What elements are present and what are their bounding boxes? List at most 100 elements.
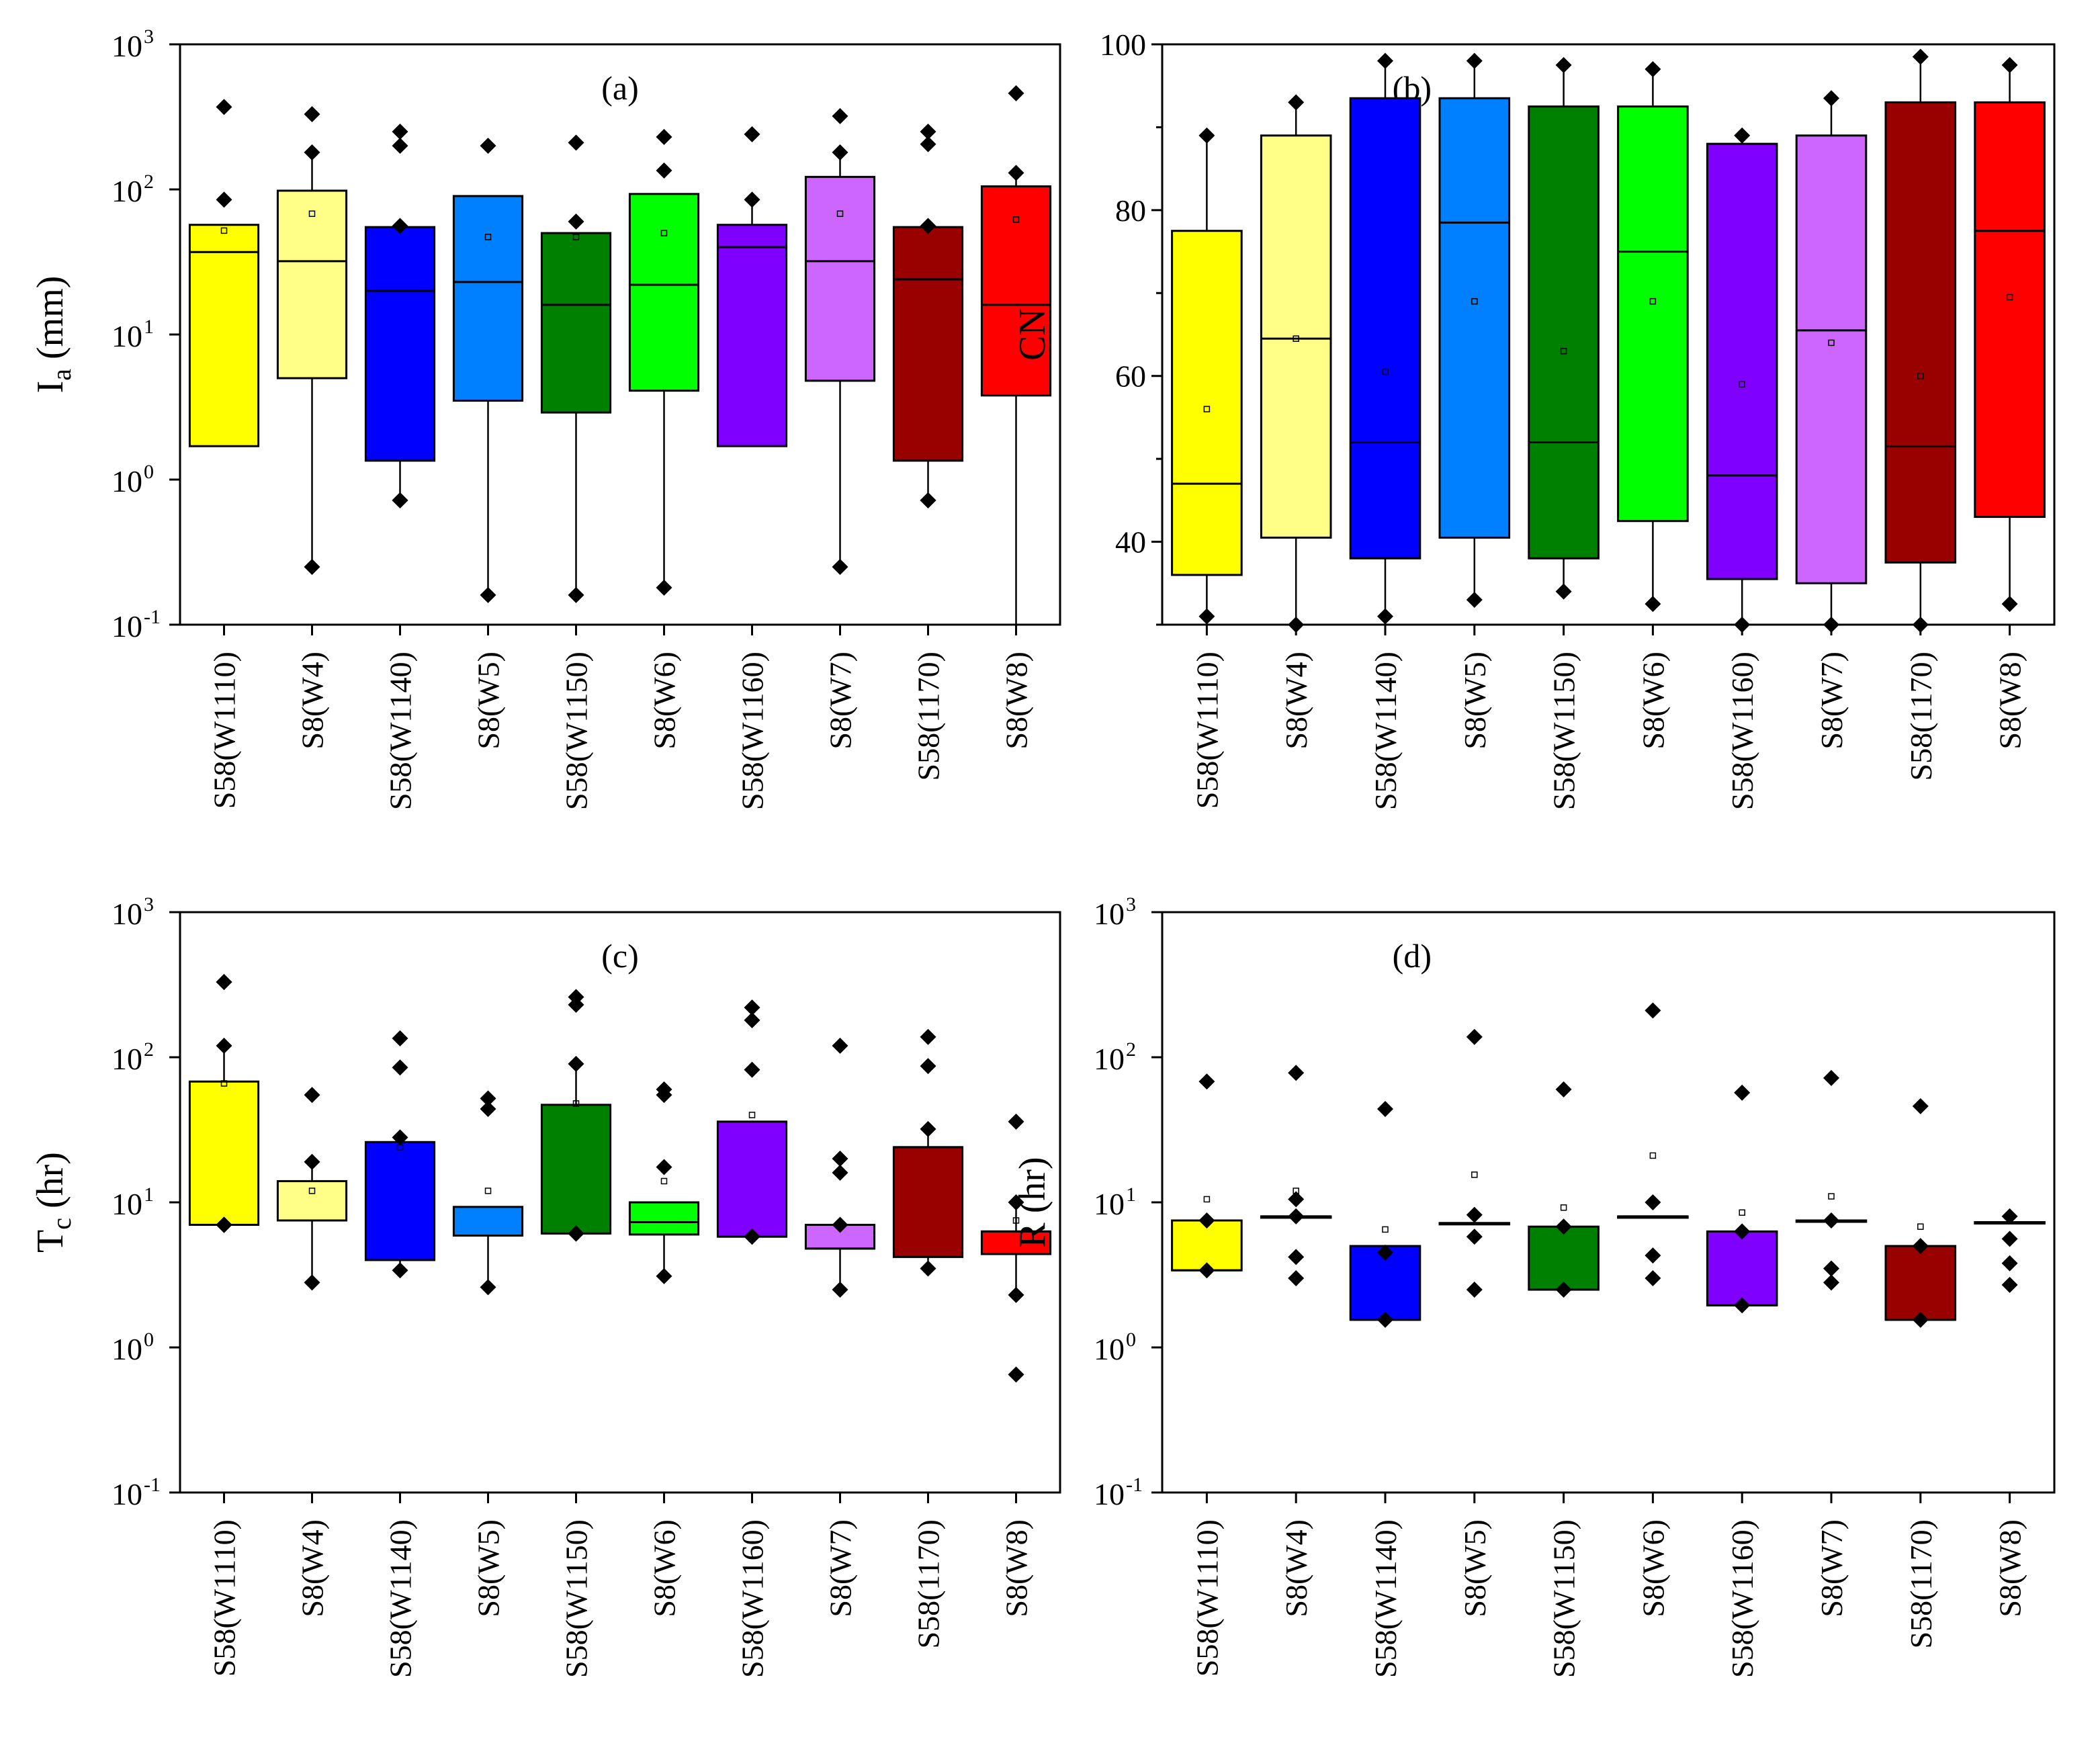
mean-marker xyxy=(572,234,580,240)
data-point xyxy=(1555,1282,1572,1298)
data-point xyxy=(1466,591,1483,608)
data-point xyxy=(1198,1262,1215,1279)
box-S58(1170): S58(1170) xyxy=(892,124,964,781)
data-point xyxy=(1377,1311,1393,1328)
data-point xyxy=(392,137,408,154)
data-point xyxy=(1734,127,1751,144)
data-point xyxy=(744,1229,760,1245)
y-axis-label: R (hr) xyxy=(1012,1157,1053,1247)
axes-frame xyxy=(1161,43,2056,626)
x-category-label: S58(W1140) xyxy=(1368,652,1403,810)
y-tick-label: 10 xyxy=(112,464,142,498)
mean-marker xyxy=(308,1188,316,1194)
iqr-box xyxy=(628,193,700,392)
box-S8(W8): S8(W8) xyxy=(980,1113,1052,1617)
data-point xyxy=(656,162,672,179)
data-point xyxy=(1912,1238,1929,1255)
data-point xyxy=(1288,617,1305,633)
box-S58(W1150): S58(W1150) xyxy=(540,134,612,810)
data-point xyxy=(1288,1270,1305,1286)
x-category-label: S8(W7) xyxy=(1814,652,1849,750)
data-point xyxy=(1555,1218,1572,1235)
data-point xyxy=(1645,61,1661,78)
x-category-label: S58(1170) xyxy=(912,652,946,781)
iqr-box xyxy=(1795,134,1868,584)
iqr-box xyxy=(364,1141,436,1261)
data-point xyxy=(832,1164,848,1181)
y-tick-exponent: 3 xyxy=(144,893,154,916)
mean-marker xyxy=(1012,216,1020,223)
data-point xyxy=(1466,1028,1483,1045)
data-point xyxy=(832,144,848,161)
iqr-box xyxy=(1438,97,1511,539)
data-point xyxy=(392,1059,408,1076)
mean-marker xyxy=(1560,1204,1567,1211)
x-category-label: S58(W1150) xyxy=(560,1519,594,1678)
box-S8(W5): S8(W5) xyxy=(1438,52,1511,750)
data-point xyxy=(1823,1260,1839,1277)
data-point xyxy=(1645,1270,1661,1286)
data-point xyxy=(1912,1311,1929,1328)
box-S8(W6): S8(W6) xyxy=(1617,61,1689,750)
data-point xyxy=(832,1150,848,1167)
x-category-label: S8(W7) xyxy=(824,652,858,750)
data-point xyxy=(1555,583,1572,600)
iqr-box xyxy=(188,224,260,447)
data-point xyxy=(216,974,232,991)
box-S58(W1110): S58(W1110) xyxy=(1171,127,1243,809)
iqr-box xyxy=(1617,105,1689,523)
iqr-box xyxy=(1528,105,1600,560)
x-category-label: S58(W1110) xyxy=(208,1519,242,1677)
mean-marker xyxy=(1560,347,1567,355)
iqr-box xyxy=(188,1080,260,1226)
box-S58(W1160): S58(W1160) xyxy=(716,126,788,810)
x-category-label: S58(W1150) xyxy=(1547,652,1581,810)
data-point xyxy=(1466,1229,1483,1245)
box-S58(W1140): S58(W1140) xyxy=(1349,52,1421,810)
box-S8(W5): S8(W5) xyxy=(452,137,524,750)
iqr-box xyxy=(1260,134,1332,539)
iqr-box xyxy=(1884,101,1957,564)
iqr-box xyxy=(1974,101,2046,519)
mean-marker xyxy=(220,1080,228,1087)
box-S58(W1160): S58(W1160) xyxy=(1706,127,1778,810)
mean-marker xyxy=(1917,372,1924,380)
box-S58(W1160): S58(W1160) xyxy=(1706,1084,1778,1678)
data-point xyxy=(568,989,584,1006)
data-point xyxy=(832,107,848,124)
data-point xyxy=(1645,596,1661,613)
mean-marker xyxy=(748,1112,756,1118)
data-point xyxy=(1734,1084,1751,1101)
y-tick-exponent: 0 xyxy=(1126,1329,1136,1351)
x-category-label: S8(W5) xyxy=(1458,1519,1492,1617)
y-tick-label: 60 xyxy=(1115,359,1146,394)
data-point xyxy=(832,1037,848,1054)
x-category-label: S8(W7) xyxy=(1814,1519,1849,1617)
data-point xyxy=(1734,1297,1751,1314)
mean-marker xyxy=(484,234,492,240)
box-S8(W8): S8(W8) xyxy=(1974,1208,2046,1617)
data-point xyxy=(1288,1249,1305,1265)
mean-marker xyxy=(660,230,668,236)
x-category-label: S58(1170) xyxy=(1904,1519,1938,1649)
box-S8(W6): S8(W6) xyxy=(1617,1002,1689,1617)
data-point xyxy=(216,99,232,116)
data-point xyxy=(480,586,496,603)
data-point xyxy=(832,1282,848,1298)
y-tick-label: 100 xyxy=(1100,28,1146,62)
data-point xyxy=(1288,1208,1305,1224)
data-point xyxy=(832,559,848,576)
mean-marker xyxy=(1203,1196,1211,1203)
box-S8(W7): S8(W7) xyxy=(804,107,876,750)
x-category-label: S8(W6) xyxy=(648,1519,682,1617)
data-point xyxy=(1198,127,1215,144)
x-category-label: S58(W1150) xyxy=(1547,1519,1581,1678)
data-point xyxy=(920,492,936,508)
data-point xyxy=(568,213,584,230)
data-point xyxy=(920,1120,936,1137)
data-point xyxy=(304,106,320,123)
data-point xyxy=(568,1055,584,1072)
data-point xyxy=(1823,1274,1839,1291)
mean-marker xyxy=(836,210,844,217)
